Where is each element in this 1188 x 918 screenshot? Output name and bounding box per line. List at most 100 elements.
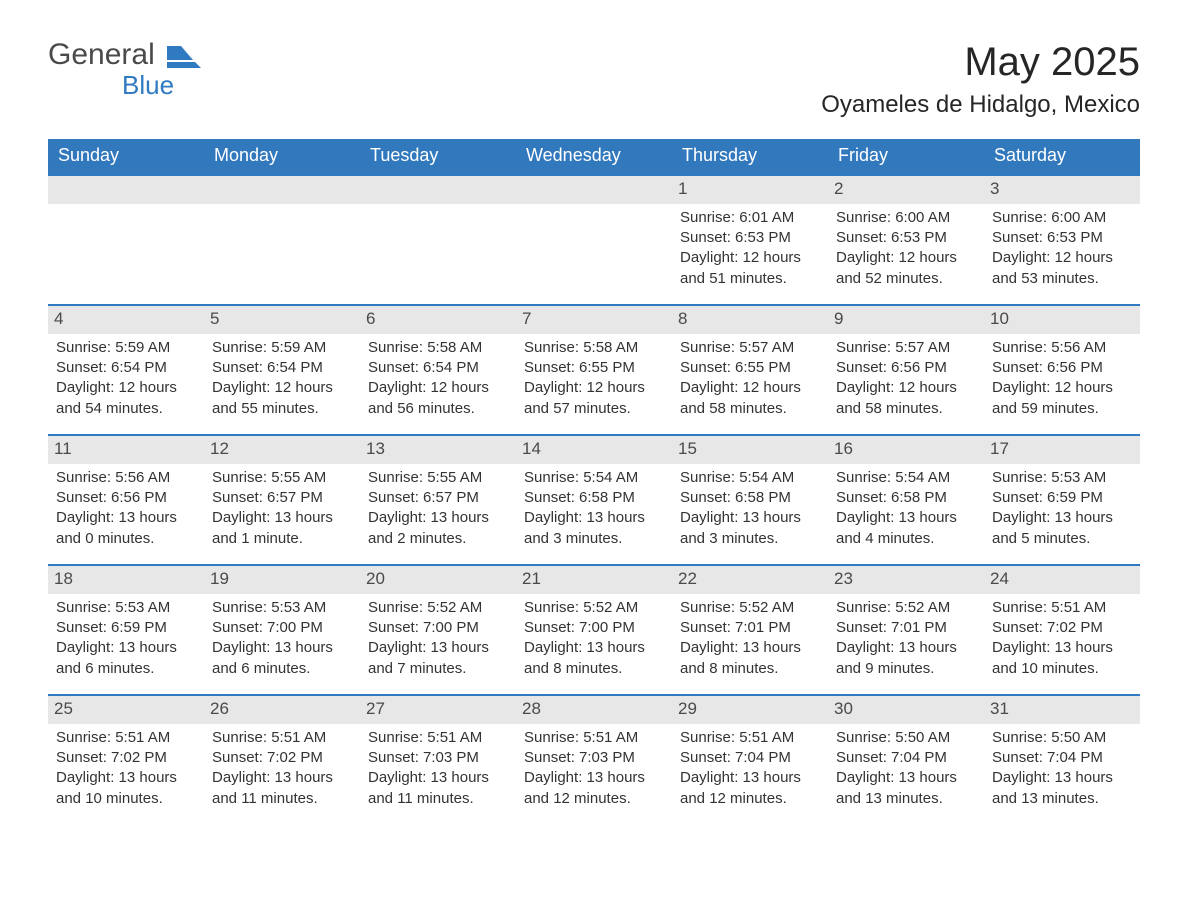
day-cell: 22 Sunrise: 5:52 AMSunset: 7:01 PMDayligh… bbox=[672, 566, 828, 694]
day-cell: 27Sunrise: 5:51 AMSunset: 7:03 PMDayligh… bbox=[360, 696, 516, 824]
sunset-line: Sunset: 6:53 PM bbox=[680, 228, 820, 248]
location-subtitle: Oyameles de Hidalgo, Mexico bbox=[821, 91, 1140, 119]
daylight-line: Daylight: 12 hours and 59 minutes. bbox=[992, 378, 1132, 419]
logo-word2: Blue bbox=[122, 70, 201, 101]
week-row: 25 Sunrise: 5:51 AMSunset: 7:02 PMDayligh… bbox=[48, 694, 1140, 824]
sunrise-line: Sunrise: 5:51 AM bbox=[524, 728, 664, 748]
day-body: Sunrise: 5:54 AMSunset: 6:58 PMDaylight:… bbox=[520, 468, 668, 549]
day-number: 28 bbox=[516, 696, 672, 724]
sunrise-line: Sunrise: 5:51 AM bbox=[680, 728, 820, 748]
daylight-line: Daylight: 12 hours and 55 minutes. bbox=[212, 378, 352, 419]
sunrise-line: Sunrise: 5:57 AM bbox=[836, 338, 976, 358]
sunrise-line: Sunrise: 5:55 AM bbox=[212, 468, 352, 488]
daylight-line: Daylight: 13 hours and 10 minutes. bbox=[992, 638, 1132, 679]
daylight-line: Daylight: 13 hours and 13 minutes. bbox=[836, 768, 976, 809]
sunset-line: Sunset: 7:02 PM bbox=[992, 618, 1132, 638]
sunrise-line: Sunrise: 5:51 AM bbox=[368, 728, 508, 748]
day-number: 13 bbox=[360, 436, 516, 464]
daylight-line: Daylight: 13 hours and 1 minute. bbox=[212, 508, 352, 549]
week-row: 4Sunrise: 5:59 AMSunset: 6:54 PMDaylight… bbox=[48, 304, 1140, 434]
day-cell: 2Sunrise: 6:00 AMSunset: 6:53 PMDaylight… bbox=[828, 176, 984, 304]
day-number: 20 bbox=[360, 566, 516, 594]
daylight-line: Daylight: 12 hours and 56 minutes. bbox=[368, 378, 508, 419]
day-cell: 23Sunrise: 5:52 AMSunset: 7:01 PMDayligh… bbox=[828, 566, 984, 694]
day-body: Sunrise: 5:51 AMSunset: 7:03 PMDaylight:… bbox=[364, 728, 512, 809]
day-number: 1 bbox=[672, 176, 828, 204]
sunset-line: Sunset: 6:58 PM bbox=[680, 488, 820, 508]
sunrise-line: Sunrise: 6:00 AM bbox=[992, 208, 1132, 228]
sunrise-line: Sunrise: 5:51 AM bbox=[212, 728, 352, 748]
day-cell: 10Sunrise: 5:56 AMSunset: 6:56 PMDayligh… bbox=[984, 306, 1140, 434]
day-body: Sunrise: 5:54 AMSunset: 6:58 PMDaylight:… bbox=[832, 468, 980, 549]
day-cell bbox=[48, 176, 204, 304]
sunset-line: Sunset: 6:57 PM bbox=[368, 488, 508, 508]
sunrise-line: Sunrise: 5:52 AM bbox=[836, 598, 976, 618]
sunset-line: Sunset: 7:01 PM bbox=[680, 618, 820, 638]
day-number: 26 bbox=[204, 696, 360, 724]
day-cell bbox=[360, 176, 516, 304]
weekday-header: Sunday bbox=[48, 139, 204, 174]
day-number: 6 bbox=[360, 306, 516, 334]
day-number: 15 bbox=[672, 436, 828, 464]
weekday-header: Wednesday bbox=[516, 139, 672, 174]
sunset-line: Sunset: 6:56 PM bbox=[836, 358, 976, 378]
sunset-line: Sunset: 6:55 PM bbox=[680, 358, 820, 378]
day-body: Sunrise: 5:51 AMSunset: 7:02 PMDaylight:… bbox=[988, 598, 1136, 679]
day-number: 18 bbox=[48, 566, 204, 594]
sunset-line: Sunset: 6:55 PM bbox=[524, 358, 664, 378]
sunset-line: Sunset: 6:58 PM bbox=[524, 488, 664, 508]
day-body: Sunrise: 5:53 AMSunset: 6:59 PMDaylight:… bbox=[988, 468, 1136, 549]
sunrise-line: Sunrise: 5:56 AM bbox=[992, 338, 1132, 358]
daylight-line: Daylight: 12 hours and 54 minutes. bbox=[56, 378, 196, 419]
daylight-line: Daylight: 12 hours and 53 minutes. bbox=[992, 248, 1132, 289]
day-body: Sunrise: 5:50 AMSunset: 7:04 PMDaylight:… bbox=[988, 728, 1136, 809]
day-number: 17 bbox=[984, 436, 1140, 464]
day-number bbox=[48, 176, 204, 204]
weekday-header: Monday bbox=[204, 139, 360, 174]
day-body: Sunrise: 5:50 AMSunset: 7:04 PMDaylight:… bbox=[832, 728, 980, 809]
sunset-line: Sunset: 6:53 PM bbox=[836, 228, 976, 248]
sunrise-line: Sunrise: 5:57 AM bbox=[680, 338, 820, 358]
day-number: 22 bbox=[672, 566, 828, 594]
day-cell: 31Sunrise: 5:50 AMSunset: 7:04 PMDayligh… bbox=[984, 696, 1140, 824]
logo: General Blue bbox=[48, 40, 201, 101]
sunset-line: Sunset: 6:58 PM bbox=[836, 488, 976, 508]
sunrise-line: Sunrise: 5:52 AM bbox=[368, 598, 508, 618]
sunset-line: Sunset: 7:03 PM bbox=[368, 748, 508, 768]
day-cell: 14Sunrise: 5:54 AMSunset: 6:58 PMDayligh… bbox=[516, 436, 672, 564]
daylight-line: Daylight: 12 hours and 52 minutes. bbox=[836, 248, 976, 289]
daylight-line: Daylight: 13 hours and 13 minutes. bbox=[992, 768, 1132, 809]
sunset-line: Sunset: 7:04 PM bbox=[836, 748, 976, 768]
day-number: 5 bbox=[204, 306, 360, 334]
daylight-line: Daylight: 12 hours and 51 minutes. bbox=[680, 248, 820, 289]
sunset-line: Sunset: 7:00 PM bbox=[368, 618, 508, 638]
day-body: Sunrise: 5:57 AMSunset: 6:56 PMDaylight:… bbox=[832, 338, 980, 419]
sunset-line: Sunset: 6:56 PM bbox=[992, 358, 1132, 378]
day-body: Sunrise: 5:55 AMSunset: 6:57 PMDaylight:… bbox=[364, 468, 512, 549]
day-cell: 9Sunrise: 5:57 AMSunset: 6:56 PMDaylight… bbox=[828, 306, 984, 434]
day-number: 25 bbox=[48, 696, 204, 724]
daylight-line: Daylight: 12 hours and 58 minutes. bbox=[680, 378, 820, 419]
daylight-line: Daylight: 13 hours and 10 minutes. bbox=[56, 768, 196, 809]
day-body: Sunrise: 5:51 AMSunset: 7:02 PMDaylight:… bbox=[52, 728, 200, 809]
daylight-line: Daylight: 13 hours and 9 minutes. bbox=[836, 638, 976, 679]
day-body: Sunrise: 5:52 AMSunset: 7:01 PMDaylight:… bbox=[676, 598, 824, 679]
day-body: Sunrise: 5:55 AMSunset: 6:57 PMDaylight:… bbox=[208, 468, 356, 549]
day-number bbox=[204, 176, 360, 204]
day-cell: 17 Sunrise: 5:53 AMSunset: 6:59 PMDayligh… bbox=[984, 436, 1140, 564]
sunset-line: Sunset: 6:53 PM bbox=[992, 228, 1132, 248]
sunrise-line: Sunrise: 5:53 AM bbox=[992, 468, 1132, 488]
day-body: Sunrise: 6:01 AMSunset: 6:53 PMDaylight:… bbox=[676, 208, 824, 289]
day-body: Sunrise: 5:53 AMSunset: 7:00 PMDaylight:… bbox=[208, 598, 356, 679]
day-number: 12 bbox=[204, 436, 360, 464]
day-number: 23 bbox=[828, 566, 984, 594]
daylight-line: Daylight: 13 hours and 12 minutes. bbox=[680, 768, 820, 809]
daylight-line: Daylight: 13 hours and 6 minutes. bbox=[56, 638, 196, 679]
day-cell bbox=[516, 176, 672, 304]
sunset-line: Sunset: 6:59 PM bbox=[56, 618, 196, 638]
day-cell: 26Sunrise: 5:51 AMSunset: 7:02 PMDayligh… bbox=[204, 696, 360, 824]
sunrise-line: Sunrise: 5:58 AM bbox=[368, 338, 508, 358]
day-body: Sunrise: 5:56 AMSunset: 6:56 PMDaylight:… bbox=[52, 468, 200, 549]
sunrise-line: Sunrise: 5:59 AM bbox=[212, 338, 352, 358]
sunset-line: Sunset: 6:54 PM bbox=[368, 358, 508, 378]
